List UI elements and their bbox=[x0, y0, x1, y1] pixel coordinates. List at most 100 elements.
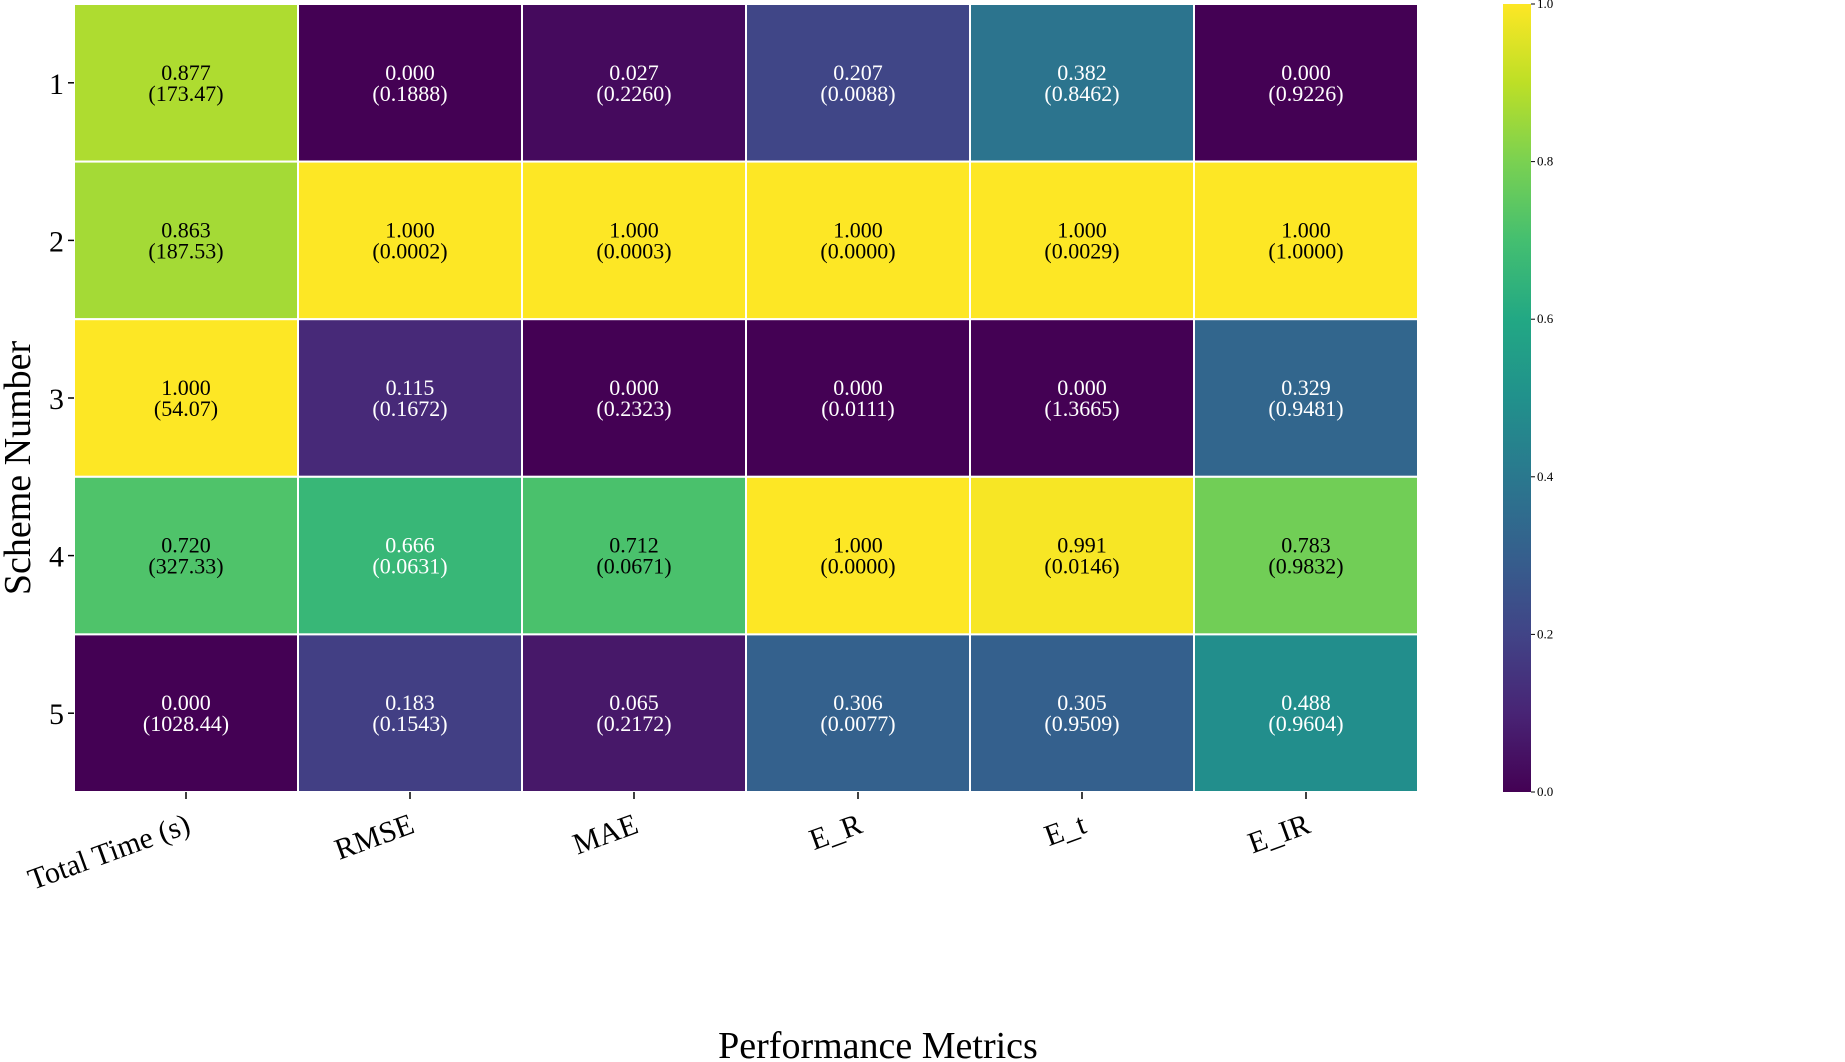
cell-value-label: 0.991 bbox=[1057, 533, 1107, 558]
heatmap-cell bbox=[521, 633, 747, 794]
colorbar-tick-label: 0.4 bbox=[1537, 469, 1554, 484]
cell-raw-label: (0.0631) bbox=[372, 554, 447, 579]
y-tick-label: 1 bbox=[49, 68, 64, 101]
cell-raw-label: (173.47) bbox=[148, 81, 223, 106]
x-tick-label: E_R bbox=[805, 808, 866, 857]
cell-raw-label: (1.3665) bbox=[1044, 396, 1119, 421]
cell-raw-label: (0.1672) bbox=[372, 396, 447, 421]
cell-value-label: 0.712 bbox=[609, 533, 659, 558]
heatmap-cells: 0.877(173.47) 0.000 (0.1888) 0.027(0.2260) 0… bbox=[73, 3, 1419, 794]
cell-raw-label: (0.2323) bbox=[596, 396, 671, 421]
cell-raw-label: (0.0003) bbox=[596, 238, 671, 263]
cell-value-label: 0.305 bbox=[1057, 690, 1107, 715]
cell-raw-label: (1028.44) bbox=[143, 711, 229, 736]
colorbar-tick-label: 0.6 bbox=[1537, 311, 1554, 326]
heatmap-cell bbox=[297, 160, 523, 321]
heatmap-cell bbox=[745, 633, 971, 794]
heatmap-cell bbox=[521, 160, 747, 321]
cell-value-label: 0.207 bbox=[833, 60, 883, 85]
cell-value-label: 0.666 bbox=[385, 533, 435, 558]
heatmap-cell bbox=[297, 318, 523, 478]
cell-raw-label: (0.0000) bbox=[820, 238, 895, 263]
cell-value-label: 0.000 bbox=[1057, 375, 1107, 400]
cell-value-label: 0.863 bbox=[161, 217, 211, 242]
cell-value-label: 1.000 bbox=[833, 217, 883, 242]
y-tick-label: 4 bbox=[49, 541, 64, 574]
y-tick-label: 3 bbox=[49, 383, 64, 416]
cell-raw-label: (0.0671) bbox=[596, 554, 671, 579]
y-axis-label: Scheme Number bbox=[0, 341, 39, 596]
cell-value-label: 0.000 bbox=[833, 375, 883, 400]
cell-value-label: 1.000 bbox=[385, 217, 435, 242]
cell-value-label: 0.382 bbox=[1057, 60, 1107, 85]
cell-raw-label: (0.0077) bbox=[820, 711, 895, 736]
heatmap-cell bbox=[969, 318, 1195, 478]
cell-value-label: 0.877 bbox=[161, 60, 211, 85]
cell-raw-label: (0.8462) bbox=[1044, 81, 1119, 106]
cell-value-label: 0.115 bbox=[386, 375, 435, 400]
heatmap-cell bbox=[521, 475, 747, 636]
heatmap-cell bbox=[73, 633, 299, 794]
x-tick-label: RMSE bbox=[330, 808, 418, 867]
cell-raw-label: (54.07) bbox=[154, 396, 218, 421]
heatmap-cell bbox=[521, 318, 747, 478]
y-axis-ticks: 1 2 3 4 5 bbox=[49, 68, 74, 731]
colorbar-tick-label: 0.0 bbox=[1537, 784, 1553, 799]
cell-raw-label: (327.33) bbox=[148, 554, 223, 579]
cell-value-label: 0.720 bbox=[161, 533, 211, 558]
cell-value-label: 0.000 bbox=[1281, 60, 1331, 85]
y-tick-label: 2 bbox=[49, 225, 64, 258]
heatmap-cell bbox=[969, 633, 1195, 794]
cell-value-label: 0.065 bbox=[609, 690, 659, 715]
cell-raw-label: (0.1543) bbox=[372, 711, 447, 736]
y-tick-label: 5 bbox=[49, 698, 64, 731]
cell-raw-label: (0.2172) bbox=[596, 711, 671, 736]
cell-raw-label: (1.0000) bbox=[1268, 238, 1343, 263]
x-axis-ticks: Total Time (s) RMSE MAE E_R E_t E_IR bbox=[24, 792, 1315, 897]
heatmap-cell bbox=[73, 318, 299, 478]
cell-value-label: 1.000 bbox=[833, 533, 883, 558]
heatmap-cell bbox=[73, 160, 299, 321]
x-tick-label: E_t bbox=[1040, 807, 1091, 852]
cell-value-label: 0.027 bbox=[609, 60, 659, 85]
cell-raw-label: (0.0146) bbox=[1044, 554, 1119, 579]
cell-value-label: 1.000 bbox=[1057, 217, 1107, 242]
x-tick-label: Total Time (s) bbox=[24, 808, 195, 897]
cell-raw-label: (0.0002) bbox=[372, 238, 447, 263]
cell-value-label: 1.000 bbox=[609, 217, 659, 242]
heatmap-cell bbox=[1193, 318, 1419, 478]
heatmap-cell bbox=[73, 475, 299, 636]
colorbar: 0.0 0.2 0.4 0.6 0.8 1.0 bbox=[1503, 0, 1554, 799]
cell-value-label: 0.183 bbox=[385, 690, 435, 715]
cell-raw-label: (0.0000) bbox=[820, 554, 895, 579]
cell-value-label: 0.000 bbox=[161, 690, 211, 715]
x-axis-label: Performance Metrics bbox=[718, 1025, 1038, 1062]
cell-value-label: 0.783 bbox=[1281, 533, 1331, 558]
colorbar-tick-label: 0.8 bbox=[1537, 154, 1553, 169]
heatmap-cell bbox=[969, 475, 1195, 636]
cell-raw-label: (0.9509) bbox=[1044, 711, 1119, 736]
cell-value-label: 1.000 bbox=[1281, 217, 1331, 242]
x-tick-label: E_IR bbox=[1244, 808, 1315, 861]
cell-raw-label: (0.0111) bbox=[821, 396, 895, 421]
cell-raw-label: (0.1888) bbox=[372, 81, 447, 106]
cell-value-label: 1.000 bbox=[161, 375, 211, 400]
cell-raw-label: (0.2260) bbox=[596, 81, 671, 106]
colorbar-tick-label: 1.0 bbox=[1537, 0, 1553, 11]
colorbar-tick-label: 0.2 bbox=[1537, 626, 1553, 641]
heatmap-cell bbox=[297, 3, 523, 163]
cell-raw-label: (0.0088) bbox=[820, 81, 895, 106]
cell-raw-label: (0.9604) bbox=[1268, 711, 1343, 736]
heatmap-cell bbox=[1193, 475, 1419, 636]
cell-value-label: 0.488 bbox=[1281, 690, 1331, 715]
cell-value-label: 0.306 bbox=[833, 690, 883, 715]
cell-value-label: 0.000 bbox=[609, 375, 659, 400]
heatmap-cell bbox=[1193, 3, 1419, 163]
cell-raw-label: (0.9226) bbox=[1268, 81, 1343, 106]
cell-value-label: 0.329 bbox=[1281, 375, 1331, 400]
x-tick-label: MAE bbox=[568, 808, 642, 862]
heatmap-cell bbox=[1193, 160, 1419, 321]
cell-raw-label: (0.9481) bbox=[1268, 396, 1343, 421]
heatmap-cell bbox=[745, 318, 971, 478]
